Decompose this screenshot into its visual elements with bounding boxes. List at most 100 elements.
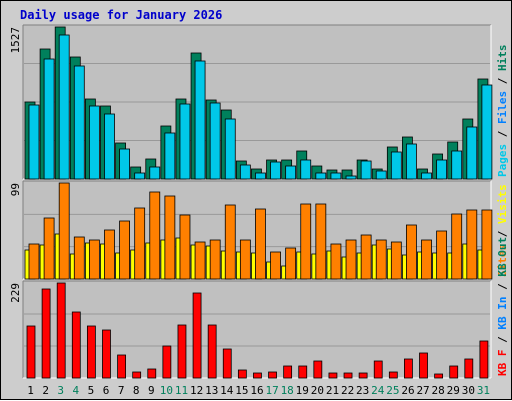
- bar-pages-day-3: [58, 34, 70, 180]
- x-tick-label: 10: [160, 384, 173, 397]
- x-tick-label: 6: [103, 384, 110, 397]
- bar-kb-f-day-15: [237, 369, 247, 379]
- bar-kb-f-day-21: [328, 372, 338, 379]
- legend-item: Visits: [496, 184, 509, 224]
- bar-kb-f-day-24: [373, 360, 383, 379]
- x-tick-label: 8: [133, 384, 140, 397]
- bar-sites-day-7: [119, 220, 130, 280]
- bar-sites-day-1: [28, 243, 40, 280]
- bar-sites-day-29: [451, 213, 463, 280]
- bar-kb-f-day-14: [222, 348, 232, 379]
- bar-pages-day-15: [239, 164, 251, 180]
- bar-pages-day-10: [164, 132, 176, 180]
- bar-kb-f-day-11: [177, 324, 187, 379]
- bar-kb-f-day-7: [117, 354, 126, 379]
- x-tick-label: 25: [386, 384, 399, 397]
- bar-pages-day-25: [390, 151, 402, 180]
- legend-item: Pages: [496, 144, 509, 177]
- bar-kb-f-day-8: [132, 371, 142, 379]
- bar-sites-day-12: [194, 241, 206, 280]
- bar-pages-day-5: [88, 105, 100, 180]
- legend-item: Files: [496, 91, 509, 124]
- bar-sites-day-31: [481, 209, 493, 280]
- bar-kb-f-day-27: [419, 352, 428, 379]
- x-tick-label: 18: [281, 384, 294, 397]
- bar-sites-day-6: [104, 229, 115, 280]
- x-tick-label: 4: [73, 384, 80, 397]
- bar-sites-day-9: [149, 191, 161, 280]
- bar-kb-f-day-30: [464, 358, 474, 379]
- bar-pages-day-26: [406, 143, 417, 180]
- x-tick-label: 5: [88, 384, 95, 397]
- bar-kb-f-day-5: [86, 325, 96, 379]
- bar-pages-day-6: [104, 113, 115, 180]
- x-tick-label: 9: [148, 384, 155, 397]
- legend-item: Hits: [496, 45, 509, 72]
- bar-pages-day-24: [375, 170, 387, 180]
- bar-pages-day-23: [360, 160, 372, 180]
- bar-kb-f-day-16: [253, 372, 262, 379]
- x-tick-label: 3: [57, 384, 64, 397]
- x-tick-label: 28: [432, 384, 445, 397]
- bar-pages-day-21: [330, 172, 342, 180]
- bar-pages-day-28: [436, 159, 448, 180]
- bar-kb-f-day-12: [192, 292, 202, 379]
- x-tick-label: 11: [175, 384, 188, 397]
- bar-pages-day-7: [119, 148, 130, 180]
- bar-pages-day-11: [179, 103, 191, 180]
- bar-sites-day-27: [421, 239, 432, 280]
- x-tick-label: 24: [371, 384, 385, 397]
- bar-sites-day-23: [360, 234, 372, 280]
- panel-visits-sites: 99 Sites / Visits: [9, 180, 509, 280]
- x-tick-label: 13: [205, 384, 218, 397]
- bar-sites-day-16: [255, 208, 266, 280]
- x-tick-label: 14: [220, 384, 234, 397]
- bar-sites-day-10: [164, 195, 176, 280]
- bar-kb-f-day-1: [26, 325, 36, 379]
- x-tick-label: 7: [118, 384, 125, 397]
- bar-kb-f-day-20: [313, 360, 323, 379]
- x-tick-label: 22: [341, 384, 354, 397]
- bar-kb-f-day-4: [71, 311, 81, 379]
- bar-kb-f-day-29: [449, 365, 459, 379]
- bar-kb-f-day-6: [102, 329, 111, 379]
- bar-sites-day-4: [73, 236, 85, 280]
- legend-item: KB F: [496, 350, 509, 377]
- bar-sites-day-17: [270, 251, 281, 280]
- bar-kb-f-day-28: [434, 373, 444, 379]
- bar-kb-f-day-19: [298, 365, 308, 379]
- bar-pages-day-4: [73, 65, 85, 180]
- bar-pages-day-17: [270, 161, 281, 180]
- bar-sites-day-21: [330, 243, 342, 280]
- bar-sites-day-13: [209, 239, 221, 280]
- legend-item: Sites: [496, 244, 509, 277]
- bar-sites-day-5: [88, 239, 100, 280]
- bar-sites-day-11: [179, 214, 191, 280]
- legend: Sites / Visits: [496, 184, 509, 277]
- panel-hits-files-pages: 1527 Pages / Files / Hits: [9, 24, 509, 180]
- bar-pages-day-29: [451, 150, 463, 180]
- x-tick-label: 29: [447, 384, 460, 397]
- bar-sites-day-3: [58, 182, 70, 280]
- bar-kb-f-day-31: [479, 340, 489, 379]
- legend-item: KB Out: [496, 237, 509, 277]
- bar-sites-day-22: [345, 239, 357, 280]
- bar-pages-day-8: [134, 172, 146, 180]
- x-tick-label: 20: [311, 384, 324, 397]
- x-tick-label: 26: [401, 384, 414, 397]
- x-tick-label: 27: [416, 384, 429, 397]
- x-tick-label: 15: [235, 384, 248, 397]
- bar-pages-day-14: [224, 118, 236, 180]
- bar-sites-day-25: [390, 241, 402, 280]
- bar-pages-day-16: [255, 172, 266, 180]
- bar-kb-f-day-13: [207, 324, 217, 379]
- legend-separator: /: [496, 277, 509, 297]
- legend: Pages / Files / Hits: [496, 45, 509, 178]
- legend: KB F / KB In / KB Out: [496, 237, 509, 376]
- y-max-label: 229: [9, 283, 22, 303]
- bar-pages-day-12: [194, 60, 206, 180]
- legend-separator: /: [496, 124, 509, 144]
- bar-pages-day-20: [315, 172, 327, 180]
- x-tick-label: 21: [326, 384, 339, 397]
